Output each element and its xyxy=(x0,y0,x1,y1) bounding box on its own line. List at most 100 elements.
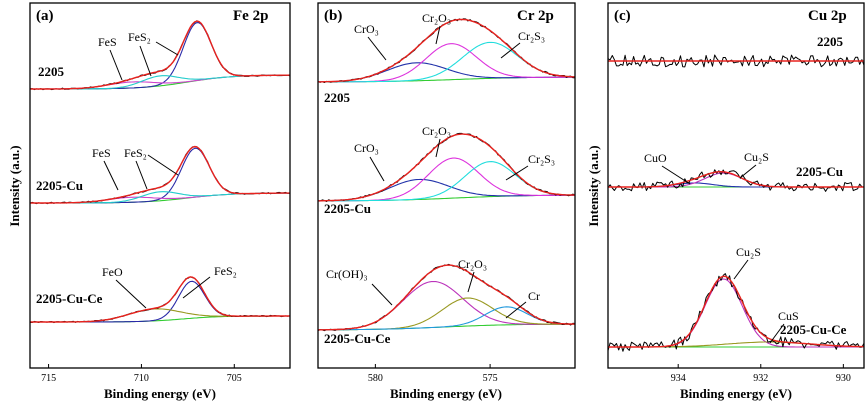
panel-c-xlabel: Binding energy (eV) xyxy=(680,386,792,401)
envelope-p0-s1 xyxy=(30,145,290,204)
arrow-b-3-croh3 xyxy=(371,283,393,306)
component-p0-s1-1 xyxy=(30,192,290,204)
xtick-label-p2-1: 932 xyxy=(753,373,768,384)
panel-a-sample-2205-cu-ce: 2205-Cu-Ce xyxy=(36,291,103,306)
panel-b: (b) Cr 2p 580 575 Binding energy (eV) 220… xyxy=(317,2,576,401)
arrow-c-3-cu2s xyxy=(733,259,749,280)
envelope-p0-s2 xyxy=(30,276,290,323)
panel-c: (c) Cu 2p 934 932 930 Binding energy (eV) … xyxy=(586,2,865,401)
annotation-a-1-fes: FeS xyxy=(98,35,117,49)
arrow-a-3-fes2 xyxy=(182,276,211,299)
panel-c-title: Cu 2p xyxy=(808,8,847,24)
annotation-b-1-cr2s3: Cr₂S₃ xyxy=(518,29,545,43)
annotation-a-1-fes2: FeS₂ xyxy=(128,30,151,44)
annotation-b-2-cro3: CrO₃ xyxy=(354,141,379,155)
component-p0-s1-0 xyxy=(30,147,290,204)
arrow-b-3-cr2o3 xyxy=(467,271,475,293)
xtick-label-p0-0: 715 xyxy=(41,373,56,384)
experimental-p2-s0 xyxy=(607,54,865,68)
arrow-a-1-fes2 xyxy=(139,45,152,77)
arrow-b-1-cro3 xyxy=(367,36,387,61)
panel-a-curves xyxy=(29,20,291,324)
annotation-b-1-cro3: CrO₃ xyxy=(354,22,379,36)
panel-b-xticks: 580 575 xyxy=(368,364,498,384)
arrow-c-2-cu2s xyxy=(739,164,757,179)
arrow-a-1-main xyxy=(155,41,179,56)
experimental-p0-s1 xyxy=(29,146,290,205)
background-p0-s0 xyxy=(30,74,291,90)
arrow-a-2-main xyxy=(147,154,179,176)
xtick-label-p2-0: 934 xyxy=(671,373,686,384)
xtick-label-p0-1: 710 xyxy=(134,373,149,384)
panel-b-label: (b) xyxy=(324,8,342,24)
panel-a-sample-2205: 2205 xyxy=(38,64,65,79)
annotation-c-3-cus: CuS xyxy=(778,309,799,323)
panel-a-sample-2205-cu: 2205-Cu xyxy=(36,178,83,193)
annotation-a-3-feo: FeO xyxy=(102,265,123,279)
experimental-p0-s0 xyxy=(29,20,291,91)
envelope-p1-s1 xyxy=(318,133,576,202)
annotation-b-3-cr: Cr xyxy=(528,289,540,303)
arrow-a-1-fes xyxy=(109,49,123,81)
panel-c-sample-2205-cu-ce: 2205-Cu-Ce xyxy=(780,322,847,337)
envelope-p1-s0 xyxy=(318,18,575,83)
annotation-b-3-croh3: Cr(OH)₃ xyxy=(326,267,368,281)
xtick-label-p1-0: 580 xyxy=(368,373,383,384)
experimental-p2-s2 xyxy=(607,273,865,352)
panel-b-xlabel: Binding energy (eV) xyxy=(390,386,502,401)
panel-c-sample-2205: 2205 xyxy=(817,34,844,49)
arrow-b-2-cr2o3 xyxy=(435,138,441,158)
component-p1-s0-1 xyxy=(318,43,575,83)
envelope-p2-s1 xyxy=(608,171,864,188)
arrow-c-2-cuo xyxy=(661,165,691,185)
panel-a-xticks: 715 710 705 xyxy=(41,364,242,384)
component-p0-s0-0 xyxy=(30,22,291,90)
arrow-b-3-cr xyxy=(505,301,527,319)
panel-b-sample-2205-cu: 2205-Cu xyxy=(324,201,371,216)
arrow-a-2-fes2 xyxy=(135,160,148,190)
arrow-b-1-cr2s3 xyxy=(500,42,521,59)
component-p1-s2-2 xyxy=(317,306,576,331)
panel-b-frame xyxy=(317,2,576,369)
panel-a-xlabel: Binding energy (eV) xyxy=(104,386,216,401)
panel-b-sample-2205-cu-ce: 2205-Cu-Ce xyxy=(324,331,391,346)
annotation-b-2-cr2s3: Cr₂S₃ xyxy=(528,152,555,166)
panel-b-title: Cr 2p xyxy=(517,8,554,24)
experimental-p2-s1 xyxy=(607,169,865,192)
arrow-c-3-cus xyxy=(769,323,785,344)
arrow-b-2-cr2s3 xyxy=(505,165,529,181)
panel-a-title: Fe 2p xyxy=(233,8,268,24)
annotation-a-2-fes: FeS xyxy=(92,146,111,160)
arrow-b-2-cro3 xyxy=(369,156,385,182)
panel-c-curves xyxy=(607,54,865,352)
arrow-a-3-feo xyxy=(115,279,147,309)
panel-a-frame xyxy=(29,2,291,369)
panel-c-sample-2205-cu: 2205-Cu xyxy=(796,164,843,179)
xtick-label-p2-2: 930 xyxy=(836,373,851,384)
arrow-b-1-cr2o3 xyxy=(435,25,441,45)
envelope-p2-s2 xyxy=(608,275,864,348)
component-p1-s0-2 xyxy=(318,41,575,83)
xtick-label-p0-2: 705 xyxy=(227,373,242,384)
panel-c-frame xyxy=(607,2,865,369)
component-p0-s0-2 xyxy=(30,74,291,90)
panel-c-label: (c) xyxy=(614,8,631,24)
panel-b-curves xyxy=(317,18,576,332)
panel-c-xticks: 934 932 930 xyxy=(671,364,851,384)
component-p0-s0-1 xyxy=(30,74,291,90)
annotation-a-3-fes2: FeS₂ xyxy=(214,264,237,278)
envelope-p1-s2 xyxy=(318,264,576,331)
envelope-p0-s0 xyxy=(30,20,291,90)
panel-a: (a) Fe 2p 715 710 705 Binding energy (eV) … xyxy=(7,2,291,401)
annotation-b-2-cr2o3: Cr₂O₃ xyxy=(422,124,451,138)
annotation-c-2-cu2s: Cu₂S xyxy=(744,150,769,164)
panel-b-sample-2205: 2205 xyxy=(324,90,351,105)
arrow-a-2-fes xyxy=(103,160,119,191)
panel-a-label: (a) xyxy=(36,8,54,24)
annotation-b-1-cr2o3: Cr₂O₃ xyxy=(422,11,451,25)
panel-c-ylabel: Intensity (a.u.) xyxy=(586,145,601,226)
xtick-label-p1-1: 575 xyxy=(483,373,498,384)
annotation-c-2-cuo: CuO xyxy=(644,151,667,165)
panel-a-ylabel: Intensity (a.u.) xyxy=(7,145,22,226)
